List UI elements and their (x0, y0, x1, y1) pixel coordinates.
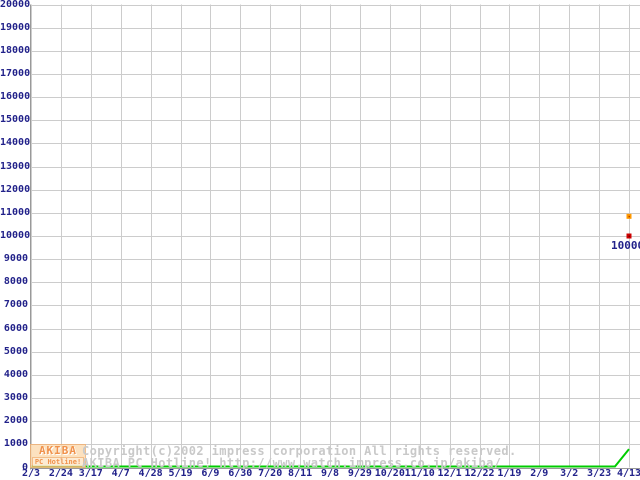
y-tick-label: 0 (21, 461, 28, 473)
x-tick-label: 3/23 (587, 468, 612, 479)
logo-subtitle-text: PC Hotline! (31, 457, 85, 467)
y-tick-label: 12000 (0, 183, 31, 195)
x-tick-label: 10/20 (374, 468, 405, 479)
lowest-price-line (31, 448, 630, 468)
y-tick-label: 15000 (0, 114, 31, 126)
y-tick-label: 4000 (3, 368, 28, 380)
y-tick-label: 10000 (0, 230, 31, 241)
x-tick-label: 1/19 (497, 468, 522, 479)
y-tick-label: 19000 (0, 21, 31, 33)
x-tick-label: 8/11 (288, 468, 313, 479)
y-tick-label: 3000 (3, 392, 28, 404)
y-tick-label: 20000 (0, 0, 31, 10)
x-tick-label: 4/28 (138, 468, 163, 479)
x-tick-label: 4/7 (111, 468, 130, 479)
y-tick-label: 8000 (3, 276, 28, 288)
y-tick-label: 7000 (3, 299, 28, 311)
x-tick-label: 7/20 (258, 468, 283, 479)
y-tick-label: 16000 (0, 91, 31, 103)
x-tick-label: 12/1 (437, 468, 462, 479)
y-tick-label: 2000 (3, 415, 28, 427)
x-tick-label: 3/17 (78, 468, 103, 479)
x-tick-label: 2/24 (48, 468, 73, 479)
highest-price-point-core (628, 215, 630, 218)
copyright-watermark-line1: Copyright(c)2002 impress corporation All… (82, 444, 517, 458)
y-tick-label: 18000 (0, 44, 31, 56)
x-tick-label: 9/8 (320, 468, 340, 479)
x-tick-label: 9/29 (347, 468, 372, 479)
y-tick-label: 9000 (3, 253, 28, 265)
price-value-label: 10000 (611, 239, 640, 252)
y-tick-label: 14000 (0, 137, 31, 149)
x-tick-label: 2/9 (530, 468, 549, 479)
x-tick-label: 12/22 (464, 468, 495, 479)
latest-price-point-core (628, 235, 630, 237)
y-tick-label: 6000 (3, 322, 28, 334)
x-tick-label: 6/30 (228, 468, 253, 479)
x-tick-label: 4/13 (616, 468, 640, 479)
copyright-watermark-line2: AKIBA PC Hotline! http://www.watch.impre… (82, 456, 502, 470)
y-tick-label: 11000 (0, 206, 31, 218)
x-tick-label: 5/19 (168, 468, 193, 479)
akiba-pc-hotline-logo: AKIBA PC Hotline! (30, 444, 86, 468)
y-tick-label: 1000 (3, 438, 28, 450)
logo-title-text: AKIBA (38, 444, 78, 457)
x-tick-label: 3/2 (560, 468, 579, 479)
y-tick-label: 5000 (3, 345, 28, 357)
x-tick-label: 11/10 (404, 468, 435, 479)
y-tick-label: 17000 (0, 67, 31, 79)
x-tick-label: 6/9 (201, 468, 220, 479)
x-tick-label: 2/3 (21, 468, 41, 479)
y-tick-label: 13000 (0, 160, 31, 172)
